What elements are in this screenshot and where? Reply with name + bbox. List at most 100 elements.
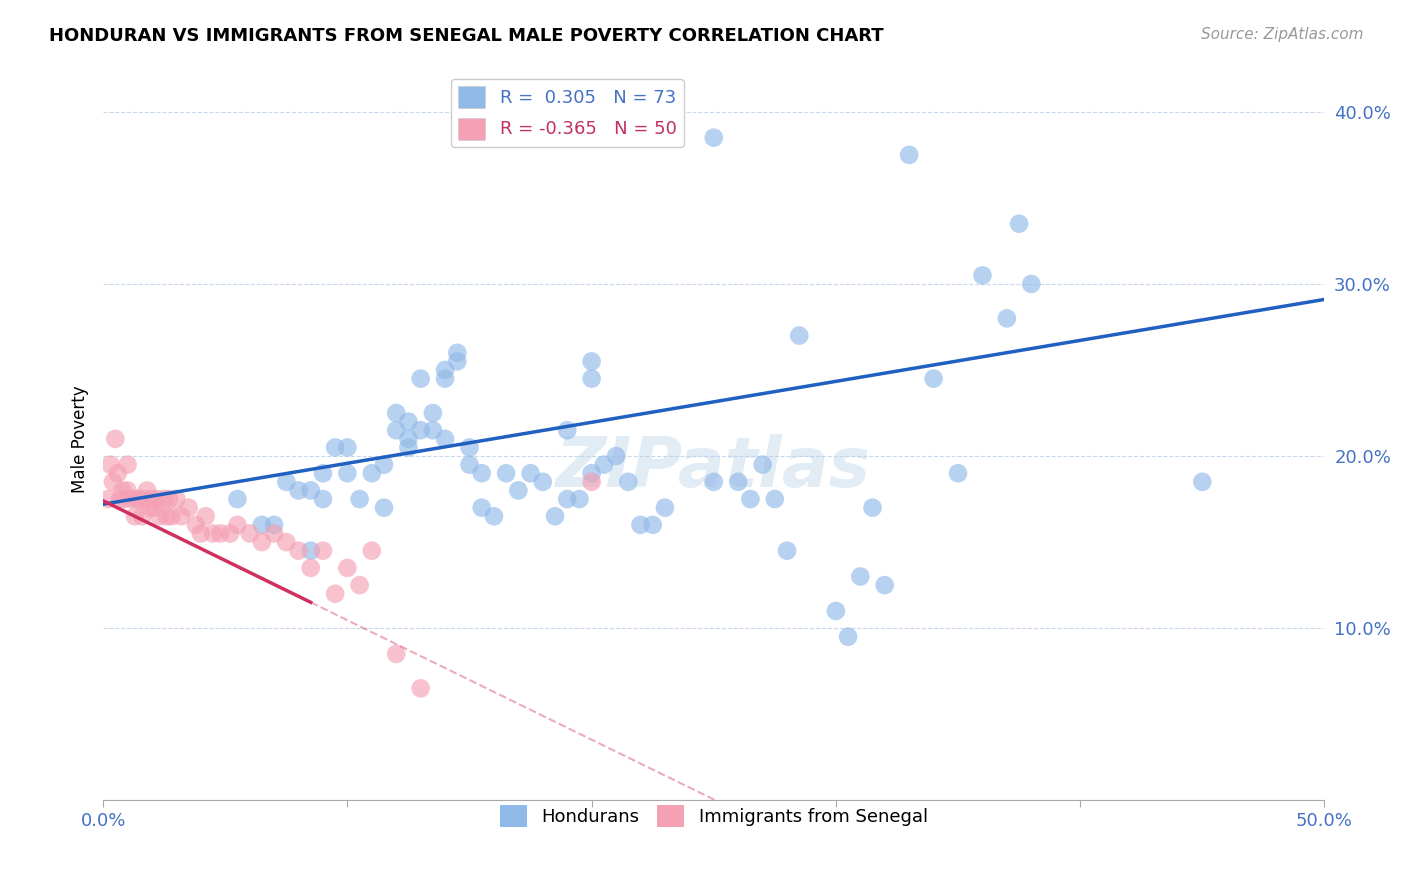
Point [458,458,481,472]
Point [630,517,652,532]
Point [641,517,664,532]
Point [373,458,395,472]
Point [434,363,457,377]
Point [434,371,457,385]
Point [471,467,494,481]
Point [104,432,127,446]
Point [114,491,136,506]
Point [422,423,444,437]
Point [250,517,273,532]
Point [898,148,921,162]
Point [409,371,432,385]
Point [740,491,762,506]
Point [849,569,872,583]
Point [131,509,153,524]
Text: ZIPatlas: ZIPatlas [557,434,872,501]
Point [349,578,371,592]
Point [153,491,176,506]
Point [165,491,187,506]
Point [101,475,124,489]
Point [544,509,567,524]
Point [385,406,408,420]
Point [336,467,359,481]
Point [117,483,139,498]
Point [995,311,1018,326]
Point [531,475,554,489]
Point [349,491,371,506]
Point [482,509,505,524]
Point [873,578,896,592]
Point [495,467,517,481]
Point [471,500,494,515]
Point [398,432,420,446]
Text: HONDURAN VS IMMIGRANTS FROM SENEGAL MALE POVERTY CORRELATION CHART: HONDURAN VS IMMIGRANTS FROM SENEGAL MALE… [49,27,884,45]
Point [703,130,725,145]
Point [209,526,232,541]
Point [156,509,179,524]
Point [312,467,335,481]
Point [409,423,432,437]
Point [605,449,627,463]
Point [263,526,285,541]
Point [287,483,309,498]
Point [617,475,640,489]
Point [128,491,150,506]
Point [121,491,143,506]
Point [110,491,132,506]
Point [170,509,193,524]
Point [581,371,603,385]
Point [1019,277,1042,291]
Point [434,432,457,446]
Point [398,415,420,429]
Point [250,535,273,549]
Point [1008,217,1031,231]
Point [409,681,432,696]
Point [837,630,859,644]
Point [398,441,420,455]
Point [194,509,217,524]
Point [111,483,134,498]
Point [263,517,285,532]
Point [276,535,298,549]
Point [360,543,382,558]
Point [446,345,468,359]
Point [312,491,335,506]
Point [323,587,346,601]
Point [727,475,749,489]
Point [1191,475,1213,489]
Point [422,406,444,420]
Point [336,441,359,455]
Point [458,441,481,455]
Point [751,458,773,472]
Text: Source: ZipAtlas.com: Source: ZipAtlas.com [1201,27,1364,42]
Point [373,500,395,515]
Point [581,475,603,489]
Point [922,371,945,385]
Point [787,328,810,343]
Point [226,491,249,506]
Point [825,604,848,618]
Point [568,491,591,506]
Point [138,500,160,515]
Point [763,491,786,506]
Point [592,458,614,472]
Point [219,526,242,541]
Point [146,491,169,506]
Point [336,561,359,575]
Point [141,491,163,506]
Point [160,509,183,524]
Point [177,500,200,515]
Point [97,491,120,506]
Point [136,483,159,498]
Y-axis label: Male Poverty: Male Poverty [72,385,89,492]
Point [134,491,156,506]
Point [143,500,166,515]
Point [323,441,346,455]
Point [446,354,468,368]
Point [776,543,799,558]
Point [508,483,530,498]
Point [100,458,122,472]
Point [226,517,249,532]
Point [184,517,207,532]
Point [555,423,578,437]
